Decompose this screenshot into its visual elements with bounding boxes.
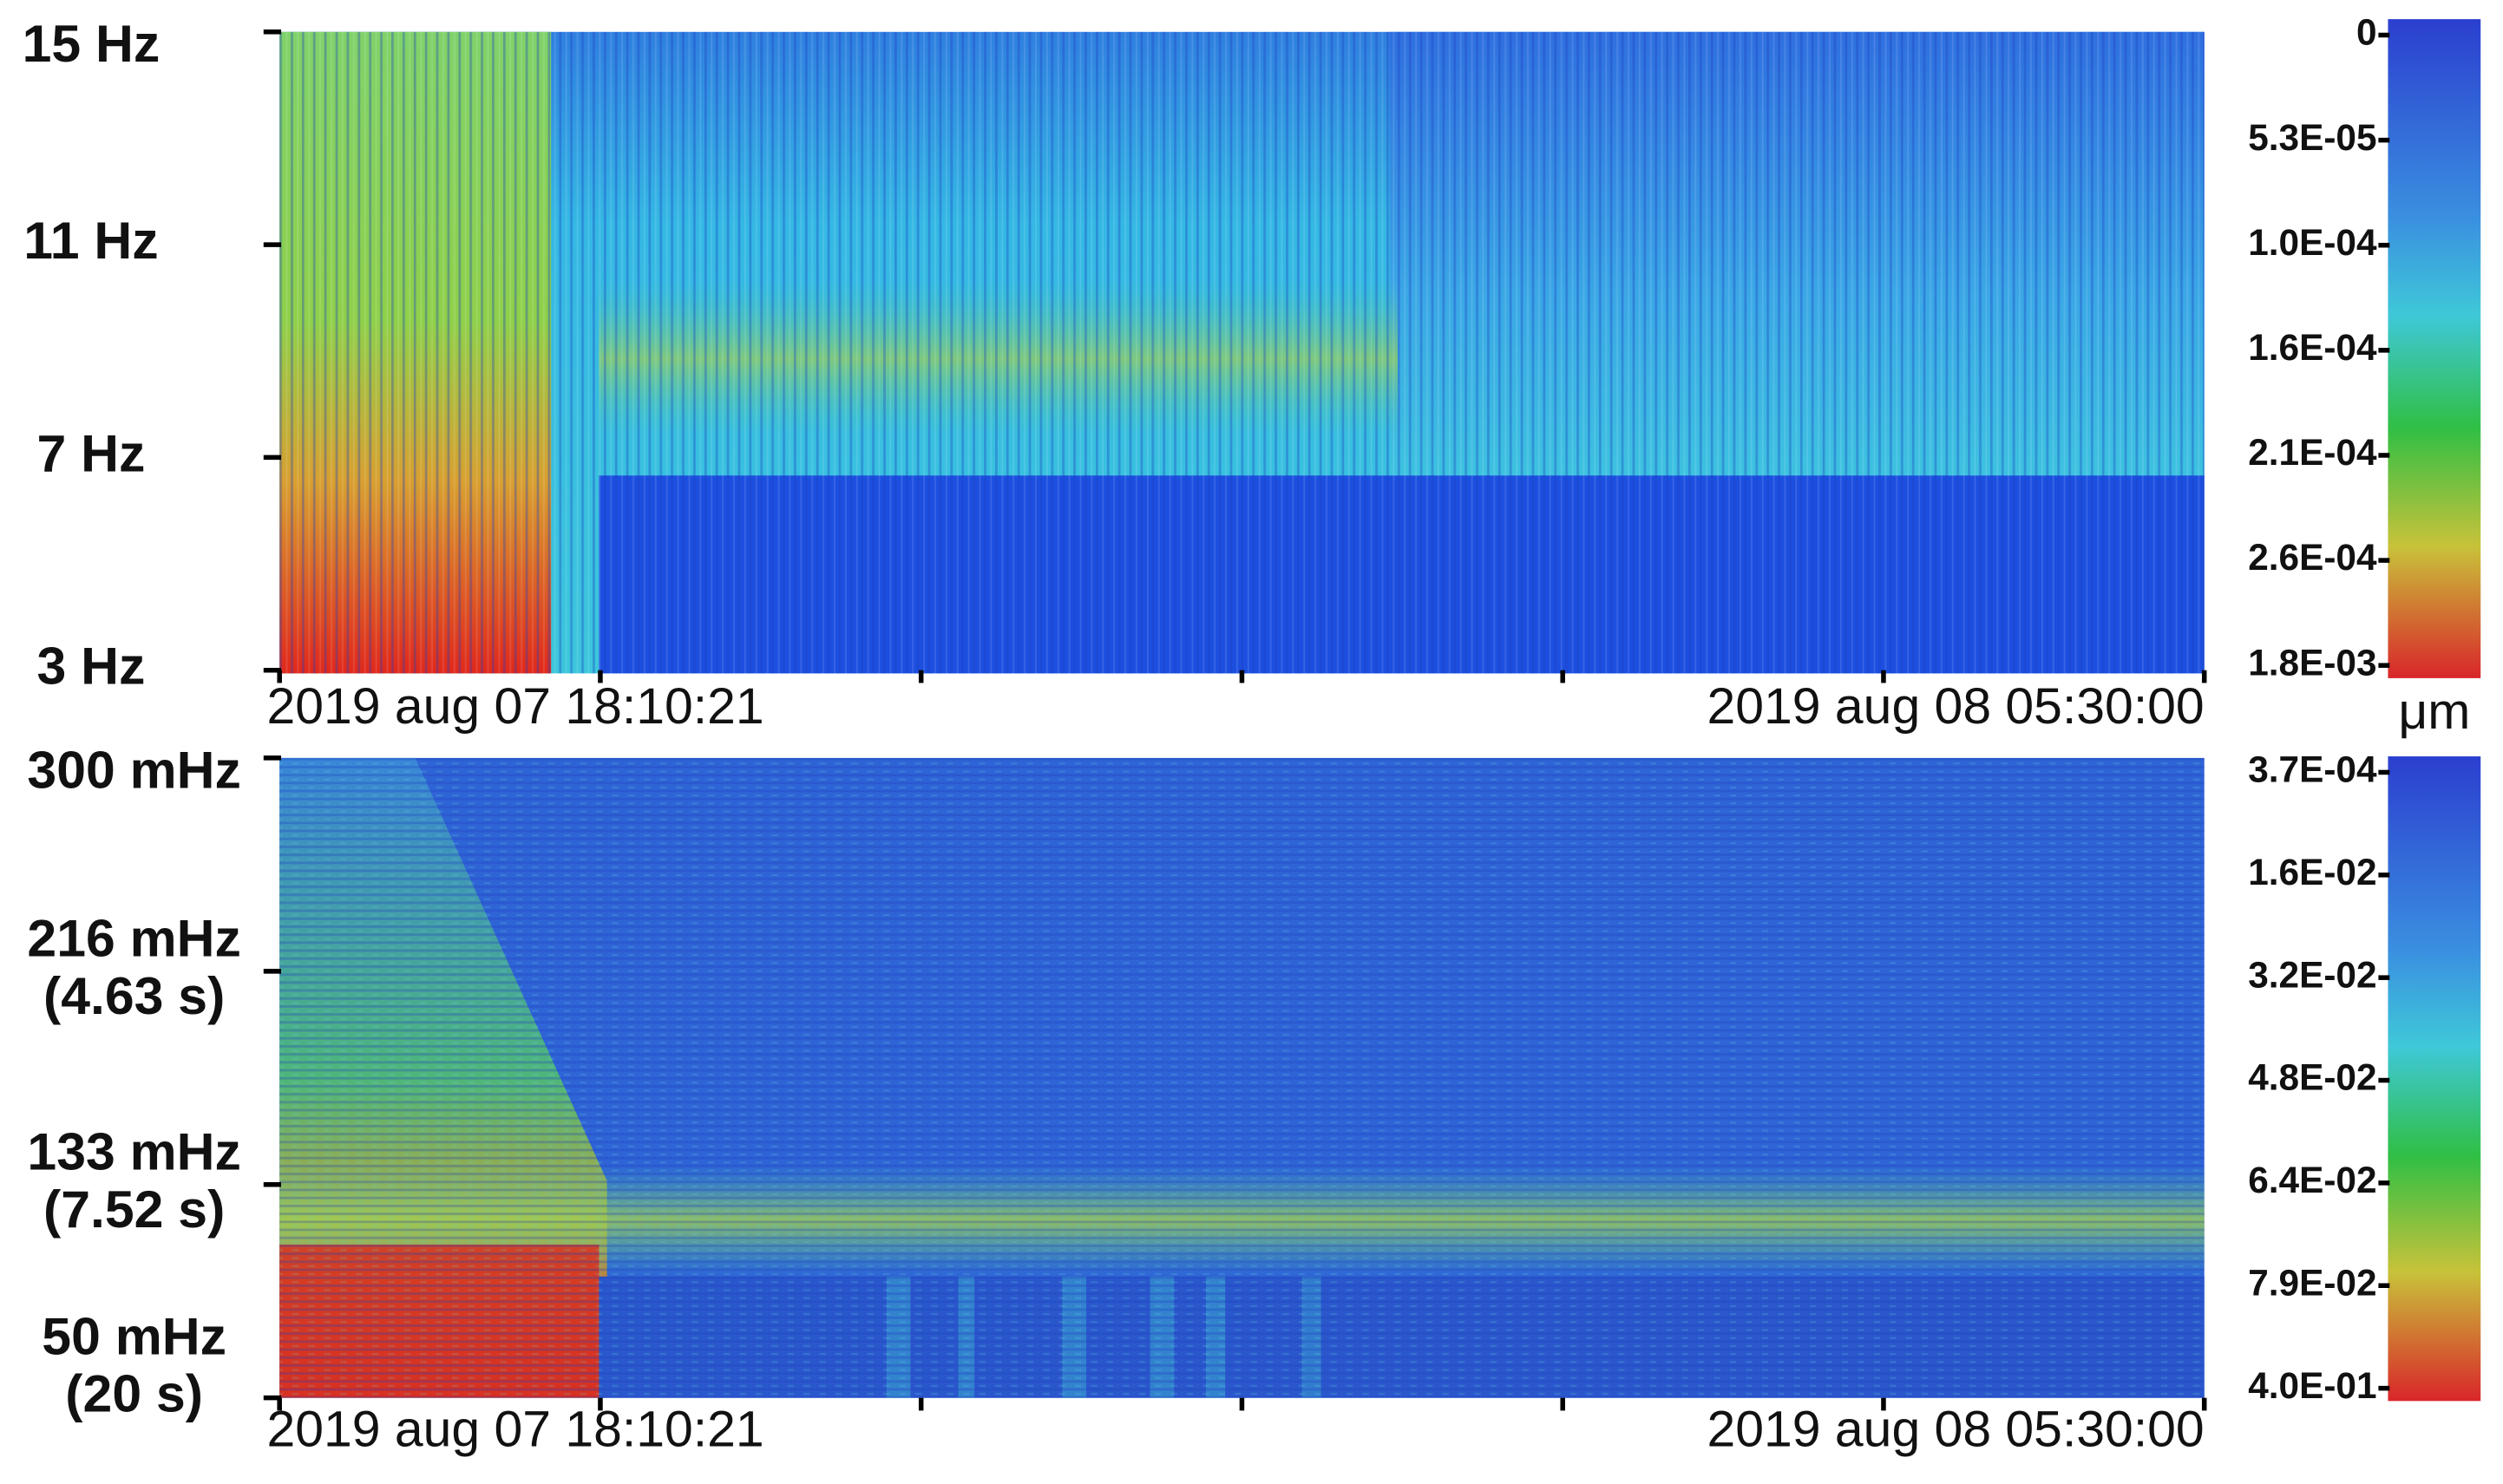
colorbar-label: 2.1E-04 xyxy=(2248,432,2377,473)
colorbar-label: 1.6E-04 xyxy=(2248,327,2377,368)
colorbar-label: 1.0E-04 xyxy=(2248,222,2377,263)
y-tick-label: (4.63 s) xyxy=(43,966,225,1025)
unit-label: μm xyxy=(2398,683,2470,740)
x-tick-label: 2019 aug 07 18:10:21 xyxy=(266,1402,763,1458)
colorbar-label: 3.7E-04 xyxy=(2248,749,2377,790)
x-tick-label: 2019 aug 08 05:30:00 xyxy=(1707,1402,2205,1458)
y-tick-label: 7 Hz xyxy=(36,423,145,482)
colorbar-label: 4.8E-02 xyxy=(2248,1057,2376,1098)
colorbar xyxy=(2388,756,2481,1402)
y-tick-label: (20 s) xyxy=(65,1364,203,1423)
y-tick-label: 50 mHz xyxy=(42,1306,226,1365)
colorbar-label: 2.6E-04 xyxy=(2248,537,2377,578)
colorbar xyxy=(2388,19,2481,678)
colorbar-label: 6.4E-02 xyxy=(2248,1160,2376,1200)
colorbar-label: 7.9E-02 xyxy=(2248,1262,2376,1303)
y-tick-label: 11 Hz xyxy=(23,211,158,270)
y-tick-label: 300 mHz xyxy=(27,740,240,799)
colorbar-label: 1.8E-03 xyxy=(2248,642,2376,683)
spectrogram-top xyxy=(279,31,2205,674)
colorbar-label: 1.6E-02 xyxy=(2248,852,2376,892)
colorbar-label: 5.3E-05 xyxy=(2248,117,2376,158)
x-tick-label: 2019 aug 08 05:30:00 xyxy=(1707,678,2205,735)
y-tick-label: 15 Hz xyxy=(23,14,161,73)
x-tick-label: 2019 aug 07 18:10:21 xyxy=(266,678,763,735)
colorbar-label: 0 xyxy=(2356,12,2377,53)
colorbar-label: 4.0E-01 xyxy=(2248,1365,2376,1406)
spectrogram-bottom xyxy=(279,757,2205,1398)
y-tick-label: (7.52 s) xyxy=(43,1180,225,1239)
y-tick-label: 133 mHz xyxy=(27,1122,240,1181)
y-tick-label: 3 Hz xyxy=(36,637,145,696)
colorbar-label: 3.2E-02 xyxy=(2248,954,2376,995)
y-tick-label: 216 mHz xyxy=(27,909,240,968)
